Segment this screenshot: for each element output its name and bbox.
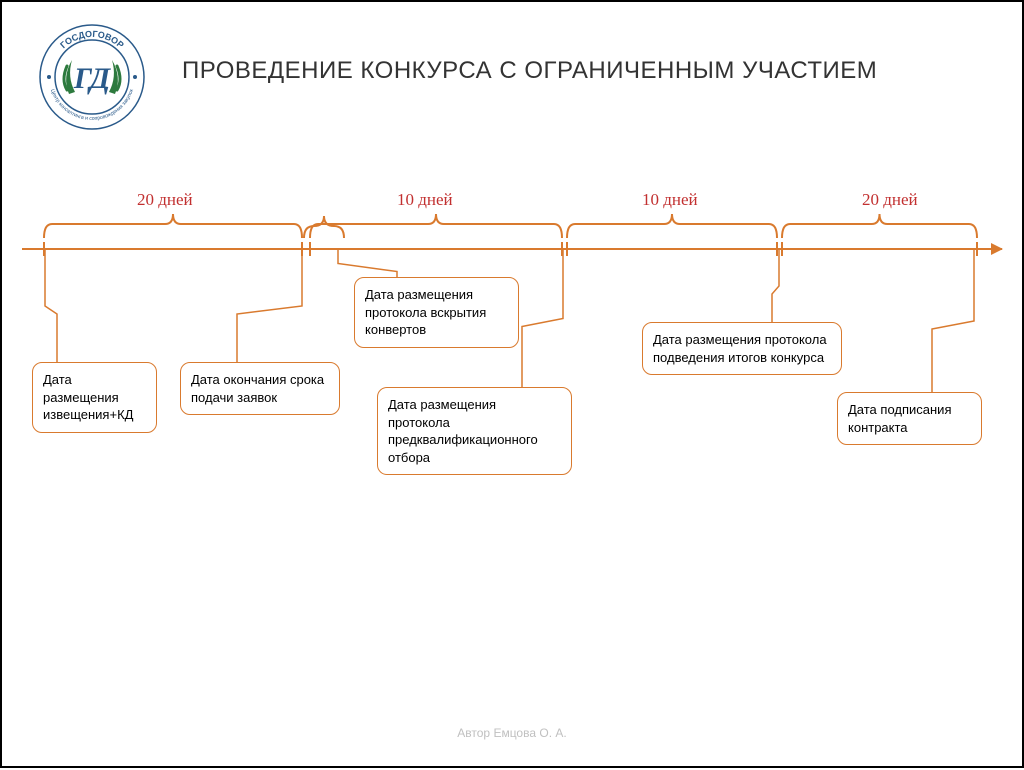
callout-connector <box>522 250 563 387</box>
duration-label: 10 дней <box>642 190 698 210</box>
timeline-tick <box>781 242 783 256</box>
callout-box: Дата окончания срока подачи заявок <box>180 362 340 415</box>
timeline-tick <box>301 242 303 256</box>
duration-bracket <box>310 214 562 238</box>
callout-box: Дата размещения протокола подведения ито… <box>642 322 842 375</box>
duration-label: 20 дней <box>137 190 193 210</box>
callout-connector <box>45 250 57 362</box>
timeline-tick <box>309 242 311 256</box>
duration-bracket <box>44 214 302 238</box>
duration-label: 20 дней <box>862 190 918 210</box>
callout-box: Дата подписания контракта <box>837 392 982 445</box>
callout-box: Дата размещения протокола вскрытия конве… <box>354 277 519 348</box>
timeline-tick <box>776 242 778 256</box>
page-title: ПРОВЕДЕНИЕ КОНКУРСА С ОГРАНИЧЕННЫМ УЧАСТ… <box>182 57 877 85</box>
small-bracket <box>304 216 344 238</box>
callout-connector <box>237 250 302 362</box>
timeline-tick <box>561 242 563 256</box>
timeline-tick <box>566 242 568 256</box>
callout-box: Дата размещения извещения+КД <box>32 362 157 433</box>
timeline-tick <box>976 242 978 256</box>
callout-box: Дата размещения протокола предквалификац… <box>377 387 572 475</box>
duration-bracket <box>782 214 977 238</box>
duration-bracket <box>567 214 777 238</box>
timeline-tick <box>43 242 45 256</box>
logo-monogram: ГД <box>73 62 112 95</box>
author-credit: Автор Емцова О. А. <box>2 726 1022 740</box>
logo-svg: ГОСДОГОВОР Центр консалтинга и сопровожд… <box>37 22 147 132</box>
logo: ГОСДОГОВОР Центр консалтинга и сопровожд… <box>37 22 147 132</box>
duration-label: 10 дней <box>397 190 453 210</box>
callout-connector <box>772 250 779 322</box>
callout-connector <box>338 250 397 277</box>
timeline-axis <box>22 248 1002 250</box>
callout-connector <box>932 250 974 392</box>
